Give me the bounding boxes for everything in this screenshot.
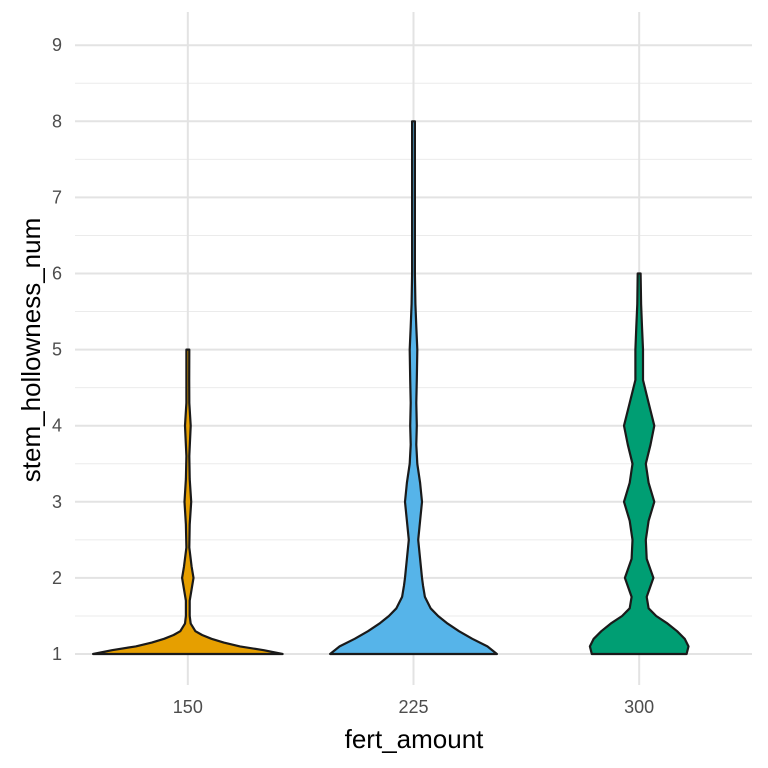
violin-300 — [588, 272, 690, 656]
y-tick-label: 7 — [52, 187, 62, 207]
x-axis-title: fert_amount — [345, 724, 485, 754]
y-tick-label: 4 — [52, 416, 62, 436]
violin-150 — [92, 348, 284, 656]
x-tick-label: 150 — [173, 697, 203, 717]
y-axis-title: stem_hollowness_num — [16, 218, 46, 482]
x-tick-labels: 150 225 300 — [173, 697, 654, 717]
y-tick-labels: 1 2 3 4 5 6 7 8 9 — [52, 35, 62, 664]
y-tick-label: 2 — [52, 568, 62, 588]
y-tick-label: 8 — [52, 111, 62, 131]
violins — [92, 120, 690, 656]
y-tick-label: 1 — [52, 644, 62, 664]
y-tick-label: 5 — [52, 340, 62, 360]
y-tick-label: 9 — [52, 35, 62, 55]
x-tick-label: 225 — [398, 697, 428, 717]
y-tick-label: 3 — [52, 492, 62, 512]
violin-225 — [329, 120, 498, 656]
x-tick-label: 300 — [624, 697, 654, 717]
y-tick-label: 6 — [52, 264, 62, 284]
